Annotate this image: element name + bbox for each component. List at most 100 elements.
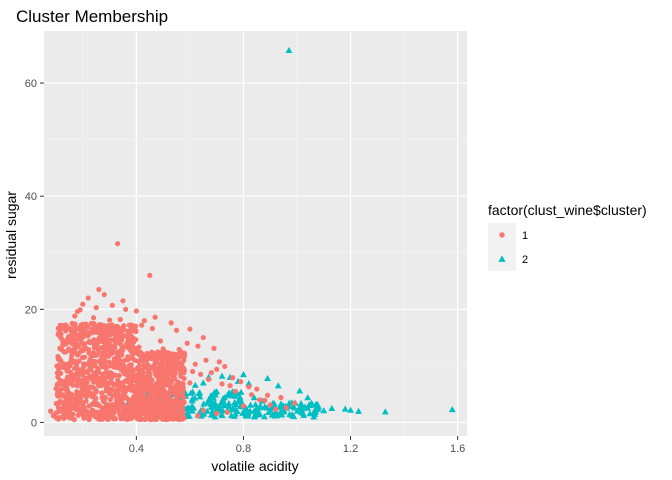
series-1-point [203, 357, 209, 363]
series-1-point [146, 367, 152, 373]
series-1-point [189, 368, 196, 375]
series-1-point [112, 332, 118, 338]
series-1-point [84, 379, 90, 386]
series-2-point [265, 408, 272, 415]
series-1-point [177, 351, 183, 357]
series-1-point [195, 343, 201, 349]
series-1-point [227, 383, 233, 389]
series-1-point [101, 354, 108, 361]
series-1-point [112, 326, 118, 332]
series-1-point [92, 410, 98, 416]
series-1-point [159, 406, 165, 413]
series-1-point [176, 387, 183, 393]
series-2-point [207, 398, 215, 405]
series-1-point [159, 357, 165, 363]
series-1-point [149, 325, 156, 332]
series-1-point [238, 379, 244, 385]
series-1-point [76, 377, 82, 383]
series-1-point [128, 379, 134, 386]
series-1-point [64, 398, 70, 405]
series-2-point [304, 394, 312, 401]
x-tick-label: 0.8 [236, 443, 251, 455]
series-1-point [90, 315, 97, 321]
series-1-point [184, 340, 190, 346]
series-1-point [92, 399, 98, 405]
series-2-point [448, 406, 456, 413]
series-1-point [98, 323, 105, 329]
series-1-point [120, 401, 126, 407]
series-1-point [82, 340, 88, 347]
series-1-point [181, 353, 188, 359]
series-1-point [180, 394, 186, 400]
series-1-point [66, 334, 73, 341]
series-1-point [133, 308, 139, 314]
series-2-point [252, 401, 259, 408]
series-1-point [156, 377, 162, 383]
series-2-point [247, 401, 254, 408]
series-1-point [129, 349, 135, 355]
series-1-point [109, 409, 115, 415]
series-1-point [179, 405, 185, 412]
series-1-point [134, 416, 141, 422]
series-2-point [213, 403, 221, 410]
series-1-point [159, 373, 165, 379]
series-1-point [54, 381, 60, 388]
series-2-point [220, 394, 228, 401]
series-1-point [85, 295, 91, 301]
series-2-point [246, 407, 254, 414]
series-1-point [109, 302, 115, 308]
series-1-point [147, 272, 153, 278]
series-1-point [98, 413, 104, 419]
series-2-point [208, 411, 215, 418]
series-1-point [173, 327, 180, 333]
series-1-point [91, 370, 97, 376]
series-1-point [71, 327, 77, 333]
series-1-point [179, 361, 185, 368]
series-1-point [101, 291, 107, 298]
series-1-point [124, 372, 130, 378]
series-1-point [134, 404, 140, 411]
series-1-point [211, 345, 217, 351]
series-1-point [123, 306, 129, 312]
series-1-point [135, 388, 141, 395]
series-1-point [115, 241, 121, 247]
series-1-point [122, 357, 128, 363]
series-1-point [93, 304, 99, 311]
series-1-point [127, 343, 133, 349]
series-1-point [55, 390, 61, 396]
series-1-point [187, 326, 193, 332]
series-2-point [274, 382, 282, 389]
series-1-point [69, 405, 75, 411]
series-1-point [128, 322, 135, 328]
series-1-point [79, 370, 86, 376]
series-1-point [128, 387, 134, 393]
legend-key-circle-icon [499, 232, 505, 238]
series-1-point [115, 389, 121, 395]
series-1-point [55, 356, 61, 362]
series-1-point [62, 386, 68, 392]
series-1-point [57, 322, 63, 328]
series-1-point [80, 404, 86, 410]
series-1-point [131, 395, 137, 401]
series-1-point [80, 364, 87, 370]
series-1-point [168, 398, 175, 404]
series-1-point [92, 377, 98, 383]
y-tick-label: 0 [31, 417, 37, 429]
series-1-point [146, 410, 152, 417]
legend-key-triangle-icon [498, 255, 506, 262]
series-1-point [74, 403, 80, 409]
series-1-point [120, 383, 126, 390]
series-2-point [237, 397, 245, 404]
series-1-point [214, 366, 220, 372]
series-1-point [61, 415, 67, 421]
series-1-point [105, 373, 112, 379]
series-1-point [139, 406, 145, 413]
series-2-point [218, 372, 226, 379]
series-1-point [84, 368, 90, 375]
series-1-point [88, 354, 94, 360]
series-1-point [61, 411, 67, 418]
series-1-point [103, 332, 109, 338]
series-1-point [77, 410, 83, 416]
plot-panel [44, 31, 467, 436]
series-2-point [216, 405, 224, 412]
